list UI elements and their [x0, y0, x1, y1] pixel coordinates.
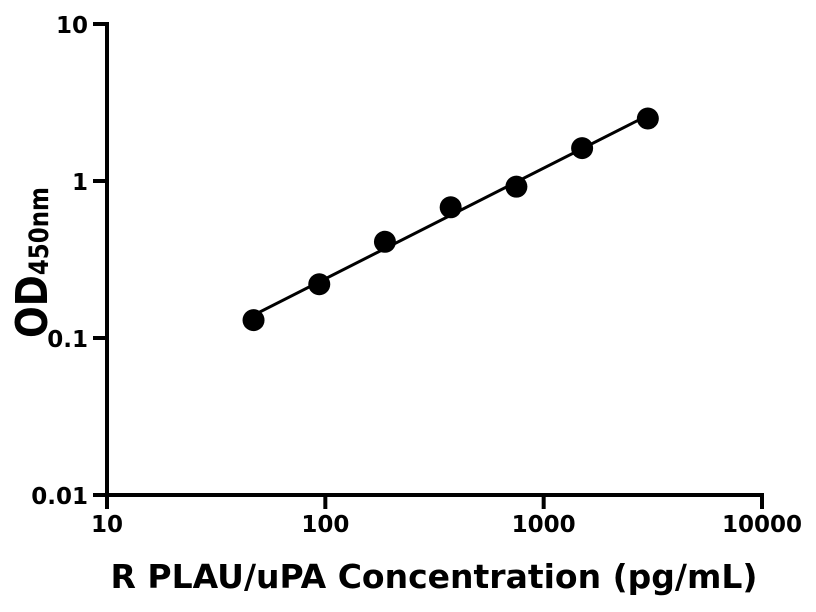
data-point: [571, 137, 594, 160]
y-axis-title-main: OD: [6, 275, 58, 338]
x-tick-label: 10: [91, 512, 123, 538]
x-tick-label: 1000: [512, 512, 576, 538]
data-point: [636, 107, 659, 130]
data-point: [308, 273, 331, 296]
y-tick-label: 0.01: [31, 484, 88, 510]
y-axis-title-subscript: 450nm: [23, 187, 54, 275]
x-tick-label: 10000: [722, 512, 802, 538]
y-tick-label: 10: [56, 13, 88, 39]
axis-frame: [105, 22, 764, 497]
data-point: [242, 309, 265, 332]
x-axis-title: R PLAU/uPA Concentration (pg/mL): [111, 557, 758, 596]
y-tick-label: 0.1: [47, 327, 88, 353]
data-point: [439, 196, 462, 219]
data-point: [373, 230, 396, 253]
data-series-layer: [242, 107, 659, 332]
x-tick-label: 100: [301, 512, 349, 538]
y-tick-label: 1: [72, 170, 88, 196]
data-point: [505, 175, 528, 198]
y-axis-title: OD450nm: [6, 187, 58, 338]
axes-layer: 10 100 1000 10000 10 1 0.1 0.01: [31, 13, 802, 538]
